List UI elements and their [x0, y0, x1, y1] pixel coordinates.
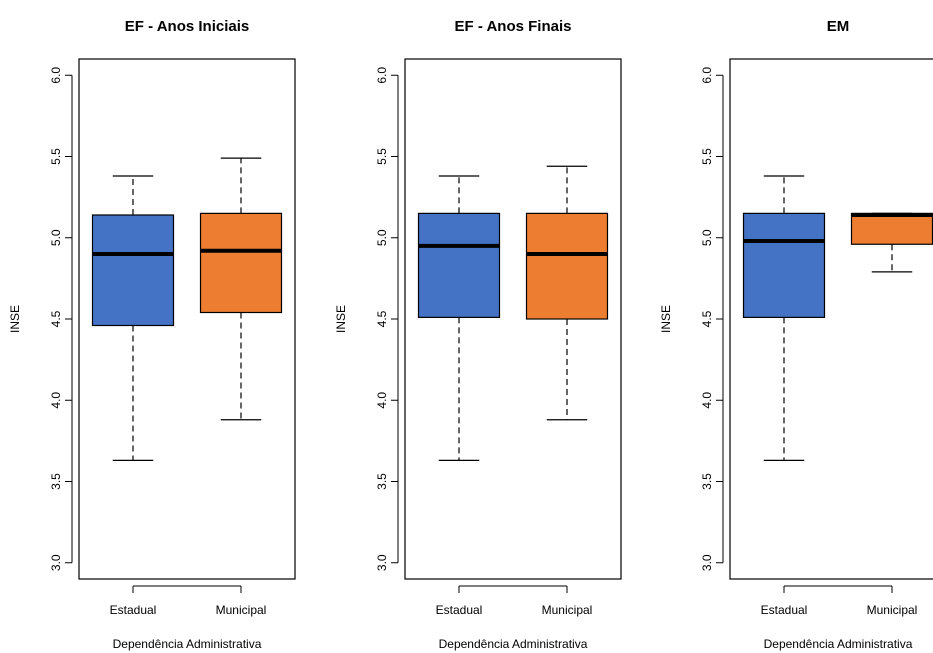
x-axis-label: Dependência Administrativa: [764, 637, 913, 651]
y-tick-label: 5.0: [700, 229, 714, 246]
chart-panel-3: EM 3.0 3.5 4.0 4.5 5.0 5.5 6.0 INSE Estadual Munic…: [659, 18, 933, 651]
iqr-box: [525, 212, 609, 320]
chart-title: EF - Anos Finais: [455, 18, 572, 35]
plot-frame: [404, 58, 622, 580]
y-tick-label: 3.5: [375, 473, 389, 490]
y-tick-label: 4.5: [375, 310, 389, 327]
iqr-box: [417, 212, 501, 318]
y-tick-label: 3.0: [375, 554, 389, 571]
x-axis-label: Dependência Administrativa: [439, 637, 588, 651]
iqr-box: [850, 212, 933, 245]
iqr-box: [91, 214, 175, 327]
y-axis-label: INSE: [659, 305, 673, 333]
x-tick-label-municipal: Municipal: [542, 603, 593, 617]
y-axis-label: INSE: [8, 305, 22, 333]
y-tick-label: 5.0: [375, 229, 389, 246]
y-tick-label: 4.0: [700, 392, 714, 409]
box-municipal: [850, 212, 933, 273]
box-municipal: [199, 157, 283, 421]
y-tick-label: 3.0: [49, 554, 63, 571]
y-axis-label: INSE: [334, 305, 348, 333]
chart-panel-1: EF - Anos Iniciais 3.0 3.5 4.0 4.5 5.0 5.5 6.0 I…: [8, 18, 296, 651]
chart-panel-2: EF - Anos Finais 3.0 3.5 4.0 4.5 5.0 5.5 6.0 INS…: [334, 18, 622, 651]
y-tick-label: 4.0: [375, 392, 389, 409]
plot-frame: [78, 58, 296, 580]
chart-title: EM: [827, 18, 850, 35]
y-tick-label: 5.5: [375, 148, 389, 165]
x-tick-label-municipal: Municipal: [216, 603, 267, 617]
y-tick-label: 4.5: [49, 310, 63, 327]
y-tick-label: 5.5: [700, 148, 714, 165]
y-tick-label: 4.0: [49, 392, 63, 409]
box-estadual: [417, 175, 501, 461]
x-tick-label-estadual: Estadual: [436, 603, 483, 617]
x-tick-label-municipal: Municipal: [867, 603, 918, 617]
iqr-box: [199, 212, 283, 314]
y-tick-label: 6.0: [375, 67, 389, 84]
chart-title: EF - Anos Iniciais: [125, 18, 249, 35]
y-tick-label: 3.5: [700, 473, 714, 490]
x-tick-label-estadual: Estadual: [761, 603, 808, 617]
y-tick-label: 4.5: [700, 310, 714, 327]
box-estadual: [742, 175, 826, 461]
y-tick-label: 5.0: [49, 229, 63, 246]
y-tick-label: 3.0: [700, 554, 714, 571]
x-tick-label-estadual: Estadual: [110, 603, 157, 617]
y-tick-label: 6.0: [700, 67, 714, 84]
y-tick-label: 3.5: [49, 473, 63, 490]
x-axis-label: Dependência Administrativa: [113, 637, 262, 651]
iqr-box: [742, 212, 826, 318]
y-tick-label: 6.0: [49, 67, 63, 84]
box-estadual: [91, 175, 175, 461]
box-municipal: [525, 165, 609, 421]
plot-frame: [729, 58, 933, 580]
y-tick-label: 5.5: [49, 148, 63, 165]
